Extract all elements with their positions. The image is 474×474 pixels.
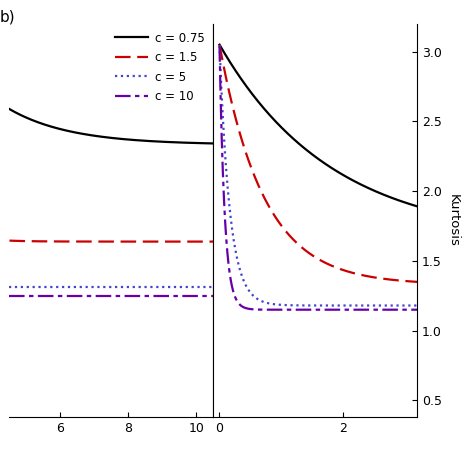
c = 0.75 (210, 141, 216, 146)
c = 10 (210, 293, 216, 299)
c = 0.75 (105, 135, 110, 140)
c = 1.5 (173, 239, 179, 245)
Text: b): b) (0, 9, 16, 25)
c = 10 (128, 293, 134, 299)
c = 5 (174, 284, 180, 290)
c = 1.5 (206, 239, 211, 245)
c = 10 (7, 293, 12, 299)
c = 0.75 (117, 136, 123, 142)
c = 1.5 (117, 239, 123, 245)
c = 1.5 (210, 239, 216, 245)
c = 5 (65, 284, 71, 290)
c = 10 (206, 293, 211, 299)
c = 0.75 (7, 106, 12, 112)
c = 5 (105, 284, 111, 290)
c = 10 (105, 293, 110, 299)
c = 10 (103, 293, 109, 299)
c = 5 (128, 284, 134, 290)
c = 5 (104, 284, 109, 290)
c = 5 (118, 284, 123, 290)
c = 5 (210, 284, 216, 290)
c = 1.5 (103, 239, 109, 245)
c = 10 (173, 293, 179, 299)
c = 0.75 (128, 137, 134, 143)
c = 5 (7, 284, 12, 290)
c = 5 (206, 284, 212, 290)
c = 1.5 (7, 238, 12, 244)
Line: c = 1.5: c = 1.5 (9, 241, 213, 242)
c = 0.75 (173, 139, 179, 145)
Legend: c = 0.75, c = 1.5, c = 5, c = 10: c = 0.75, c = 1.5, c = 5, c = 10 (113, 29, 208, 106)
c = 1.5 (105, 239, 110, 245)
c = 1.5 (128, 239, 134, 245)
c = 0.75 (103, 135, 109, 140)
Line: c = 0.75: c = 0.75 (9, 109, 213, 144)
c = 0.75 (206, 140, 211, 146)
Y-axis label: Kurtosis: Kurtosis (447, 194, 460, 247)
c = 10 (117, 293, 123, 299)
